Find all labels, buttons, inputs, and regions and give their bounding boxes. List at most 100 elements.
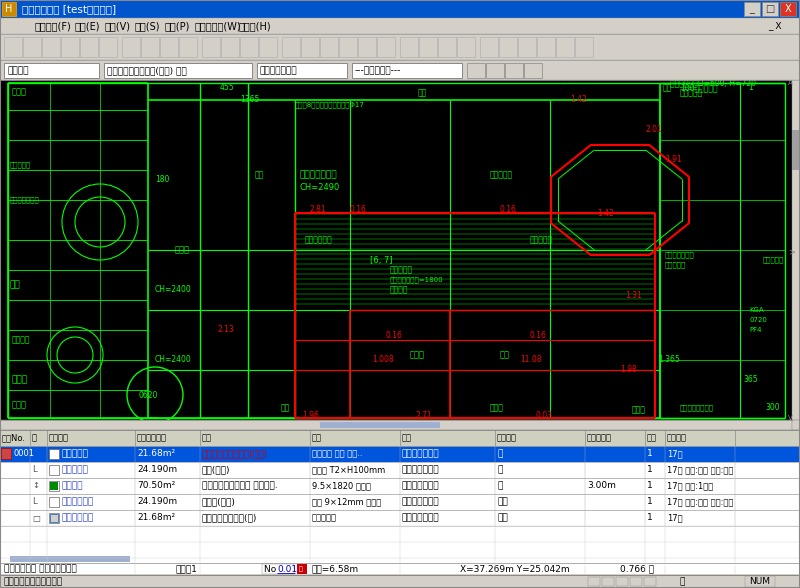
Text: 0.01: 0.01 [277,564,297,573]
Text: 設定(S): 設定(S) [134,21,160,31]
Bar [588,577,600,586]
Text: 高さ・傾料: 高さ・傾料 [587,433,612,443]
Bar [141,37,159,57]
Text: 1.91: 1.91 [665,155,682,165]
Text: 内壁工事: 内壁工事 [62,482,83,490]
Text: 勝手口: 勝手口 [632,406,646,415]
Text: 24.190m: 24.190m [137,466,177,475]
Text: 部位: 部位 [402,433,412,443]
Text: リバスキー: リバスキー [763,257,784,263]
Text: _ X: _ X [768,22,782,31]
Bar [23,37,41,57]
Text: ポーチ: ポーチ [12,88,27,96]
Text: V: V [788,415,793,421]
Bar [0,526,800,542]
Text: 17点 間口:1箇所: 17点 間口:1箇所 [667,482,714,490]
Bar [792,130,799,170]
Text: 1.98: 1.98 [620,366,637,375]
Text: ファイル(F): ファイル(F) [35,21,72,31]
Text: 1.42: 1.42 [570,95,586,103]
Bar [1,448,11,459]
Text: カウンター: カウンター [10,162,31,168]
Text: 0.16: 0.16 [385,330,402,339]
Text: □: □ [32,513,40,523]
Text: X=37.269m Y=25.042m: X=37.269m Y=25.042m [460,564,570,573]
Text: 壁紙エコン: 壁紙エコン [665,262,686,268]
Text: ユーティリティ: ユーティリティ [300,171,338,179]
Bar [297,564,307,574]
Text: 1: 1 [647,449,653,459]
Text: 竪樋: 竪樋 [663,83,672,92]
Text: 洗濯機: 洗濯機 [410,350,425,359]
Bar [537,37,555,57]
Bar [10,556,130,562]
Text: 倍数: 倍数 [647,433,657,443]
Text: 床: 床 [497,449,502,459]
Text: 天井: 天井 [497,513,508,523]
Text: ---施工区分名---: ---施工区分名--- [355,66,402,75]
Text: 0620: 0620 [138,390,158,399]
Bar [49,449,59,459]
Text: A: A [788,80,793,86]
Text: 17点 立面:なし 余長:なし: 17点 立面:なし 余長:なし [667,497,734,506]
Bar [179,37,197,57]
Bar [486,63,504,78]
Text: 0.16: 0.16 [500,205,517,215]
Bar [792,420,800,430]
Bar [257,63,347,78]
Bar [49,481,59,491]
Bar [644,577,656,586]
Text: X: X [785,4,791,14]
Text: 表示(V): 表示(V) [105,21,130,31]
Text: 回り縁(材工): 回り縁(材工) [202,497,236,506]
Bar [0,446,800,462]
Bar [0,462,800,478]
Bar [377,37,395,57]
Bar [792,80,800,420]
Text: >: > [788,248,795,256]
Bar [50,514,58,522]
Text: 0.16: 0.16 [530,330,547,339]
Text: 3.00m: 3.00m [587,482,616,490]
Text: [6, 7]: [6, 7] [370,256,393,265]
Text: 1.96: 1.96 [302,412,319,420]
Bar [499,37,517,57]
Text: 量産タイプ: 量産タイプ [312,513,337,523]
Text: 17点: 17点 [667,513,682,523]
Bar [780,2,796,16]
Text: 0.16: 0.16 [350,205,367,215]
Bar [0,510,800,526]
Bar [122,37,140,57]
Text: アル 9×12mm 奥付け: アル 9×12mm 奥付け [312,497,382,506]
Bar [518,37,536,57]
Bar [282,37,300,57]
Text: 可動棚8枚：アートランバーΦ17: 可動棚8枚：アートランバーΦ17 [295,102,365,108]
Text: 幅木(材工): 幅木(材工) [202,466,230,475]
Text: 1365: 1365 [240,95,259,105]
Bar [0,430,800,446]
Text: 赤: 赤 [299,566,302,572]
Text: 1: 1 [647,497,653,506]
Text: カウンター：D=600, H=720: カウンター：D=600, H=720 [670,79,756,88]
Bar [0,430,800,560]
Text: モルタル金コテ仕: モルタル金コテ仕 [680,405,714,411]
Text: 線: 線 [680,577,686,586]
Bar [762,2,778,16]
Bar [352,63,462,78]
Bar [744,2,760,16]
Text: 11.08: 11.08 [520,356,542,365]
Text: ハンガーパイプ=1800: ハンガーパイプ=1800 [390,277,444,283]
Text: NUM: NUM [750,577,770,586]
Bar [630,577,642,586]
Bar [480,37,498,57]
Text: 0.03: 0.03 [535,412,552,420]
Bar [792,555,800,563]
Bar [221,37,239,57]
Bar [0,575,800,588]
Text: 2.01: 2.01 [645,125,662,135]
Bar [0,420,792,430]
Text: 0.766 倍: 0.766 倍 [620,564,654,573]
Text: 100円タイル貼: 100円タイル貼 [680,83,718,92]
Text: 内部床工事: 内部床工事 [62,466,89,475]
Text: 180: 180 [155,175,170,185]
